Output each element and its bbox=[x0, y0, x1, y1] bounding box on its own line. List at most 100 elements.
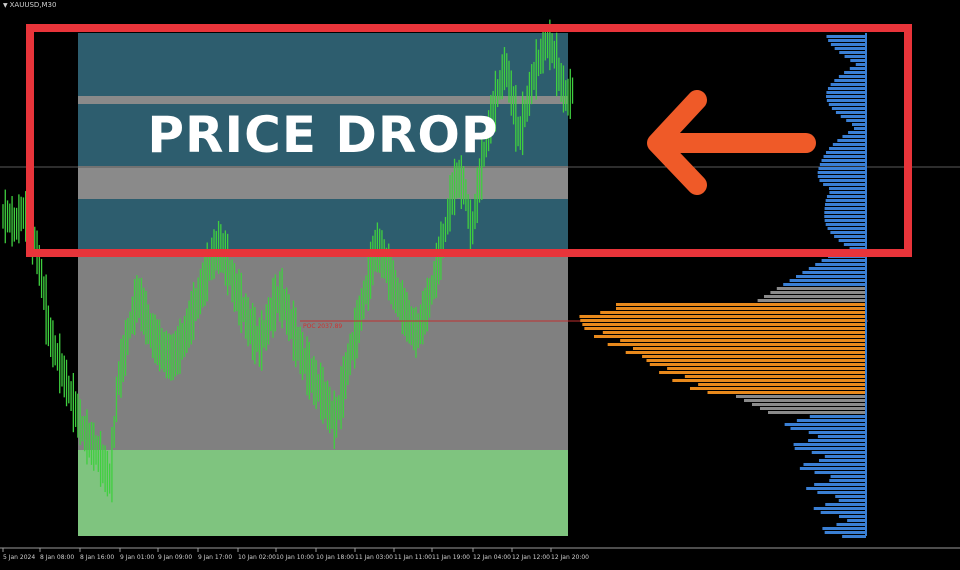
profile-bar bbox=[828, 103, 866, 106]
volume-profile bbox=[579, 35, 866, 538]
profile-bar bbox=[824, 207, 866, 210]
time-axis: 5 Jan 2024 8 Jan 08:00 8 Jan 16:00 9 Jan 01… bbox=[2, 548, 589, 561]
profile-bar bbox=[796, 275, 866, 278]
time-axis-label: 10 Jan 02:00 bbox=[238, 554, 276, 561]
profile-bar bbox=[853, 127, 866, 130]
profile-bar bbox=[826, 95, 866, 98]
profile-bar bbox=[830, 231, 866, 234]
profile-bar bbox=[667, 367, 866, 370]
profile-bar bbox=[819, 179, 866, 182]
profile-bar bbox=[620, 339, 866, 342]
profile-bar bbox=[827, 87, 866, 90]
profile-bar bbox=[790, 427, 866, 430]
profile-bar bbox=[809, 415, 866, 418]
profile-bar bbox=[829, 479, 866, 482]
profile-bar bbox=[834, 235, 866, 238]
profile-bar bbox=[821, 159, 866, 162]
profile-bar bbox=[646, 359, 866, 362]
profile-bar bbox=[594, 335, 866, 338]
profile-bar bbox=[783, 283, 866, 286]
time-axis-label: 12 Jan 04:00 bbox=[473, 554, 511, 561]
profile-bar bbox=[811, 451, 866, 454]
profile-bar bbox=[842, 135, 866, 138]
poc-label: POC 2037.89 bbox=[303, 323, 342, 330]
time-axis-label: 8 Jan 16:00 bbox=[80, 554, 114, 561]
profile-bar bbox=[642, 355, 866, 358]
profile-bar bbox=[825, 223, 866, 226]
profile-bar bbox=[848, 131, 866, 134]
profile-bar bbox=[823, 155, 866, 158]
profile-bar bbox=[582, 323, 866, 326]
profile-bar bbox=[836, 523, 866, 526]
time-axis-label: 11 Jan 03:00 bbox=[355, 554, 393, 561]
profile-bar bbox=[744, 399, 866, 402]
profile-bar bbox=[838, 515, 866, 518]
profile-bar bbox=[831, 107, 866, 110]
time-axis-label: 11 Jan 19:00 bbox=[432, 554, 470, 561]
profile-bar bbox=[817, 171, 866, 174]
profile-bar bbox=[830, 43, 866, 46]
profile-bar bbox=[825, 151, 866, 154]
time-axis-label: 9 Jan 09:00 bbox=[158, 554, 192, 561]
profile-bar bbox=[808, 267, 866, 270]
profile-bar bbox=[689, 387, 866, 390]
profile-bar bbox=[584, 327, 866, 330]
profile-bar bbox=[821, 259, 866, 262]
symbol-title: ▼ XAUUSD,M30 bbox=[3, 1, 57, 9]
profile-bar bbox=[819, 163, 866, 166]
profile-bar bbox=[784, 423, 866, 426]
profile-bar bbox=[840, 115, 866, 118]
profile-bar bbox=[826, 35, 866, 38]
profile-bar bbox=[824, 531, 866, 534]
profile-bar bbox=[580, 319, 866, 322]
time-axis-label: 8 Jan 08:00 bbox=[40, 554, 74, 561]
profile-bar bbox=[815, 263, 866, 266]
profile-bar bbox=[829, 187, 866, 190]
profile-bar bbox=[829, 191, 866, 194]
profile-bar bbox=[829, 147, 866, 150]
profile-bar bbox=[802, 271, 866, 274]
profile-bar bbox=[602, 331, 866, 334]
profile-bar bbox=[827, 227, 866, 230]
profile-bar bbox=[828, 39, 866, 42]
profile-bar bbox=[752, 403, 866, 406]
upper-zone-stripe-2 bbox=[78, 166, 568, 199]
profile-bar bbox=[838, 239, 866, 242]
time-axis-label: 11 Jan 11:00 bbox=[394, 554, 432, 561]
profile-bar bbox=[616, 303, 866, 306]
profile-bar bbox=[844, 55, 866, 58]
profile-bar bbox=[844, 71, 866, 74]
profile-bar bbox=[579, 315, 866, 318]
profile-bar bbox=[847, 519, 866, 522]
profile-bar bbox=[838, 75, 866, 78]
profile-bar bbox=[770, 291, 866, 294]
profile-bar bbox=[607, 343, 866, 346]
profile-bar bbox=[698, 383, 866, 386]
highlight-frame bbox=[26, 24, 912, 257]
profile-bar bbox=[684, 375, 866, 378]
profile-bar bbox=[616, 307, 866, 310]
profile-bar bbox=[830, 475, 866, 478]
profile-bar bbox=[849, 67, 866, 70]
profile-bar bbox=[600, 311, 866, 314]
profile-bar bbox=[760, 407, 866, 410]
time-axis-label: 9 Jan 17:00 bbox=[198, 554, 232, 561]
profile-bar bbox=[834, 79, 866, 82]
time-axis-label: 10 Jan 18:00 bbox=[316, 554, 354, 561]
profile-bar bbox=[817, 435, 866, 438]
time-axis-label: 5 Jan 2024 bbox=[3, 554, 35, 561]
time-axis-label: 12 Jan 20:00 bbox=[551, 554, 589, 561]
profile-bar bbox=[649, 363, 866, 366]
upper-zone-stripe-1 bbox=[78, 96, 568, 104]
candles-series bbox=[2, 19, 574, 503]
time-axis-label: 10 Jan 10:00 bbox=[276, 554, 314, 561]
profile-bar bbox=[852, 123, 866, 126]
profile-bar bbox=[826, 99, 866, 102]
profile-bar bbox=[823, 183, 866, 186]
profile-bar bbox=[794, 447, 866, 450]
profile-bar bbox=[814, 483, 866, 486]
profile-bar bbox=[855, 63, 866, 66]
profile-bar bbox=[672, 379, 866, 382]
profile-bar bbox=[826, 91, 866, 94]
